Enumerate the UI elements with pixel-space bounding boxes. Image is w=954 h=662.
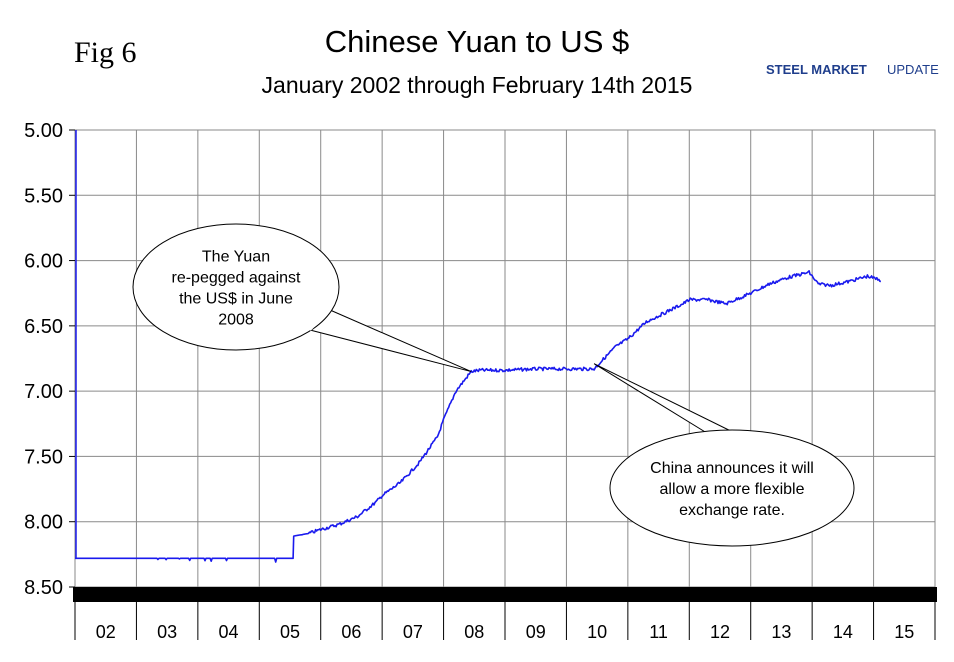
y-tick-label: 8.00: [24, 512, 63, 534]
x-tick-label: 12: [710, 622, 730, 642]
chart-title: Chinese Yuan to US $: [324, 24, 630, 59]
callout-pointer: [309, 309, 472, 373]
annotation-text: re-pegged against: [172, 270, 302, 287]
callout-pointer: [593, 363, 746, 439]
x-tick-label: 03: [157, 622, 177, 642]
annotation-text: 2008: [218, 312, 254, 329]
annotation-text: The Yuan: [202, 249, 270, 266]
figure-label: Fig 6: [74, 36, 137, 69]
steel-market-update-logo: STEEL MARKET UPDATE: [766, 62, 939, 77]
x-tick-label: 04: [219, 622, 239, 642]
x-tick-label: 02: [96, 622, 116, 642]
x-tick-label: 07: [403, 622, 423, 642]
x-tick-label: 13: [771, 622, 791, 642]
y-tick-label: 6.50: [24, 316, 63, 338]
chart-subtitle: January 2002 through February 14th 2015: [261, 72, 693, 98]
callout-bubble: [609, 429, 855, 547]
x-tick-label: 11: [649, 622, 668, 642]
annotation-text: the US$ in June: [179, 291, 293, 308]
y-tick-label: 5.50: [24, 185, 63, 207]
annotation-text: exchange rate.: [679, 502, 785, 519]
x-tick-label: 14: [833, 622, 853, 642]
logo-text-secondary: UPDATE: [887, 62, 939, 77]
logo-text-primary: STEEL MARKET: [766, 62, 867, 77]
callout-bubble: [132, 223, 340, 351]
x-tick-label: 09: [526, 622, 546, 642]
x-tick-label: 06: [341, 622, 361, 642]
x-tick-label: 08: [464, 622, 484, 642]
annotation-text: China announces it will: [650, 460, 814, 477]
x-axis-band: [73, 587, 937, 602]
y-tick-label: 8.50: [24, 577, 63, 599]
x-tick-label: 05: [280, 622, 300, 642]
y-tick-label: 7.00: [24, 381, 63, 403]
y-tick-label: 5.00: [24, 120, 63, 142]
series-line: [75, 270, 881, 563]
x-tick-label: 15: [894, 622, 914, 642]
x-tick-label: 10: [587, 622, 607, 642]
callout-joint: [309, 309, 331, 331]
annotation-text: allow a more flexible: [660, 481, 805, 498]
y-tick-label: 7.50: [24, 446, 63, 468]
y-tick-label: 6.00: [24, 251, 63, 273]
